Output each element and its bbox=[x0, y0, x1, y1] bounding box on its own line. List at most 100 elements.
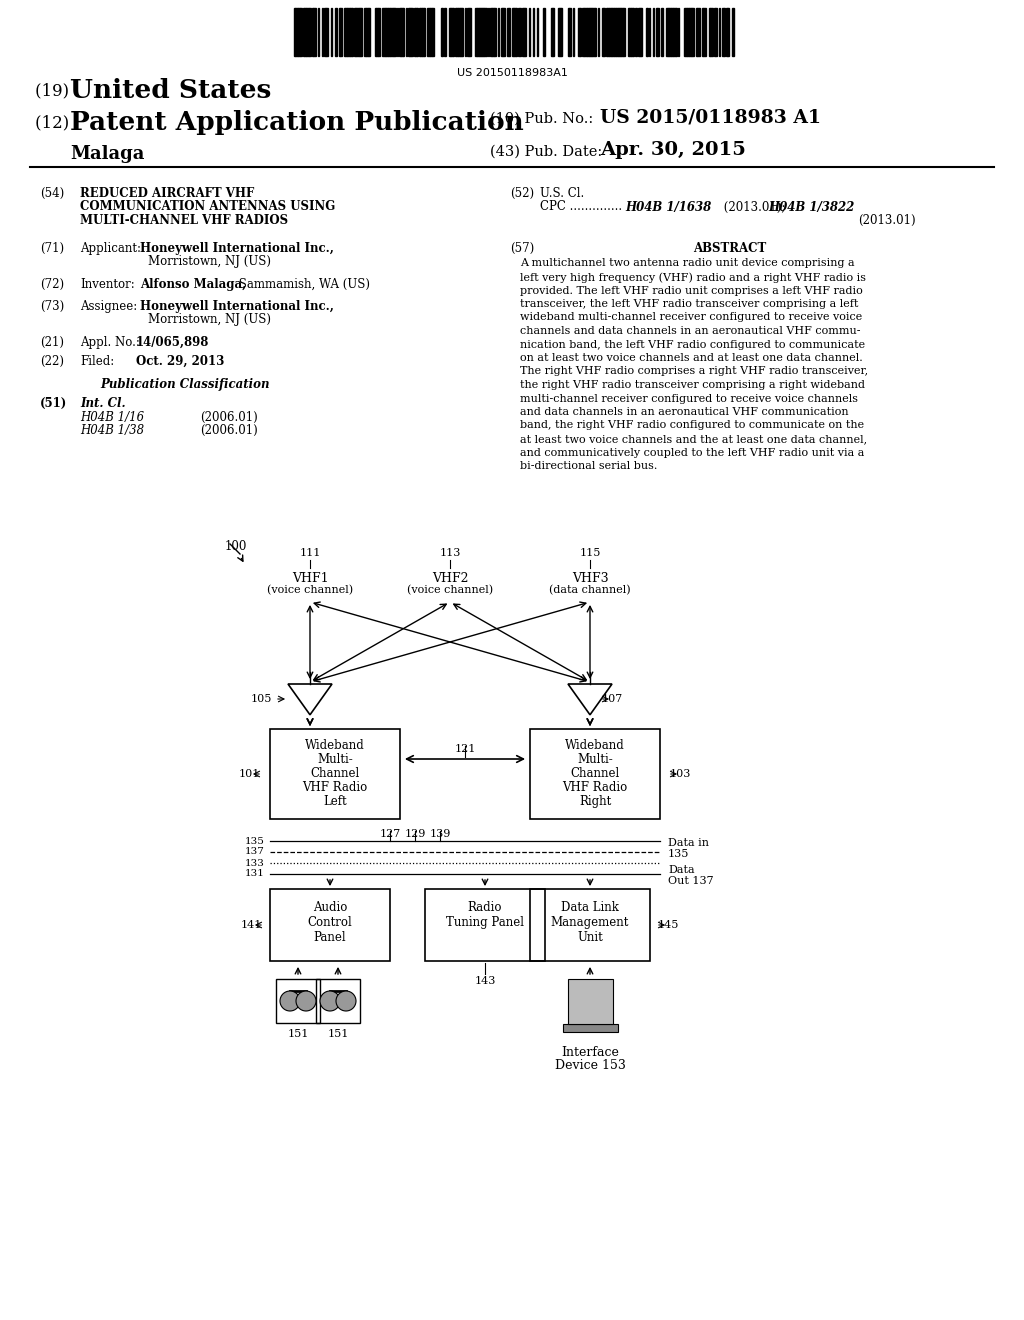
Bar bbox=[382, 8, 385, 55]
Text: Morristown, NJ (US): Morristown, NJ (US) bbox=[148, 256, 271, 268]
Text: Out 137: Out 137 bbox=[668, 876, 714, 886]
Bar bbox=[364, 8, 366, 55]
Bar bbox=[689, 8, 691, 55]
Text: and communicatively coupled to the left VHF radio unit via a: and communicatively coupled to the left … bbox=[520, 447, 864, 458]
Bar bbox=[422, 8, 424, 55]
Bar bbox=[631, 8, 633, 55]
Text: Data Link: Data Link bbox=[561, 902, 618, 913]
Text: the right VHF radio transceiver comprising a right wideband: the right VHF radio transceiver comprisi… bbox=[520, 380, 865, 389]
Bar bbox=[345, 8, 347, 55]
Text: Patent Application Publication: Patent Application Publication bbox=[70, 110, 523, 135]
Text: H04B 1/38: H04B 1/38 bbox=[80, 424, 144, 437]
Text: 135: 135 bbox=[668, 849, 689, 859]
Bar bbox=[592, 8, 595, 55]
Text: 111: 111 bbox=[299, 548, 321, 558]
Text: Assignee:: Assignee: bbox=[80, 300, 137, 313]
Text: Inventor:: Inventor: bbox=[80, 279, 135, 290]
Text: VHF Radio: VHF Radio bbox=[562, 781, 628, 795]
Text: Device 153: Device 153 bbox=[555, 1059, 626, 1072]
Bar bbox=[616, 8, 618, 55]
Bar bbox=[411, 8, 413, 55]
Text: wideband multi-channel receiver configured to receive voice: wideband multi-channel receiver configur… bbox=[520, 313, 862, 322]
Bar bbox=[722, 8, 724, 55]
Text: (72): (72) bbox=[40, 279, 65, 290]
Text: (21): (21) bbox=[40, 337, 63, 348]
Text: (57): (57) bbox=[510, 242, 535, 255]
Bar bbox=[394, 8, 396, 55]
Bar bbox=[715, 8, 717, 55]
Text: VHF1: VHF1 bbox=[292, 572, 329, 585]
Bar bbox=[584, 8, 587, 55]
Text: 127: 127 bbox=[379, 829, 400, 840]
Text: multi-channel receiver configured to receive voice channels: multi-channel receiver configured to rec… bbox=[520, 393, 858, 404]
Text: REDUCED AIRCRAFT VHF: REDUCED AIRCRAFT VHF bbox=[80, 187, 254, 201]
Text: Honeywell International Inc.,: Honeywell International Inc., bbox=[140, 242, 334, 255]
Text: (51): (51) bbox=[40, 397, 68, 411]
Circle shape bbox=[280, 991, 300, 1011]
Bar bbox=[578, 8, 580, 55]
Bar bbox=[444, 8, 446, 55]
Text: Apr. 30, 2015: Apr. 30, 2015 bbox=[600, 141, 745, 158]
Text: VHF Radio: VHF Radio bbox=[302, 781, 368, 795]
Text: Morristown, NJ (US): Morristown, NJ (US) bbox=[148, 314, 271, 326]
Text: 143: 143 bbox=[474, 975, 496, 986]
Bar bbox=[432, 8, 434, 55]
Text: (54): (54) bbox=[40, 187, 65, 201]
Bar bbox=[356, 8, 359, 55]
Text: Audio: Audio bbox=[312, 902, 347, 913]
Text: (10) Pub. No.:: (10) Pub. No.: bbox=[490, 112, 593, 125]
Bar bbox=[492, 8, 494, 55]
Bar bbox=[666, 8, 668, 55]
Bar bbox=[569, 8, 571, 55]
Text: Unit: Unit bbox=[578, 931, 603, 944]
Text: band, the right VHF radio configured to communicate on the: band, the right VHF radio configured to … bbox=[520, 421, 864, 430]
Text: 141: 141 bbox=[241, 920, 262, 931]
Bar bbox=[430, 8, 432, 55]
Text: (52): (52) bbox=[510, 187, 535, 201]
Bar bbox=[306, 8, 309, 55]
Text: Wideband: Wideband bbox=[305, 739, 365, 752]
Text: 133: 133 bbox=[245, 858, 265, 867]
Bar bbox=[458, 8, 460, 55]
Bar bbox=[629, 8, 631, 55]
Text: Applicant:: Applicant: bbox=[80, 242, 141, 255]
Text: 129: 129 bbox=[404, 829, 426, 840]
Text: (2013.01);: (2013.01); bbox=[720, 201, 790, 214]
Bar bbox=[477, 8, 479, 55]
Text: Left: Left bbox=[324, 795, 347, 808]
Circle shape bbox=[336, 991, 356, 1011]
Text: 137: 137 bbox=[245, 847, 265, 857]
Text: provided. The left VHF radio unit comprises a left VHF radio: provided. The left VHF radio unit compri… bbox=[520, 285, 863, 296]
Bar bbox=[494, 8, 496, 55]
Text: A multichannel two antenna radio unit device comprising a: A multichannel two antenna radio unit de… bbox=[520, 259, 855, 268]
Bar bbox=[399, 8, 401, 55]
Bar bbox=[386, 8, 388, 55]
Text: 139: 139 bbox=[429, 829, 451, 840]
Text: 121: 121 bbox=[455, 744, 476, 754]
Bar bbox=[427, 8, 430, 55]
Text: Alfonso Malaga,: Alfonso Malaga, bbox=[140, 279, 246, 290]
FancyBboxPatch shape bbox=[567, 979, 612, 1024]
Bar bbox=[657, 8, 659, 55]
Bar bbox=[582, 8, 584, 55]
Bar bbox=[703, 8, 706, 55]
Text: and data channels in an aeronautical VHF communication: and data channels in an aeronautical VHF… bbox=[520, 407, 849, 417]
Bar bbox=[467, 8, 469, 55]
Bar bbox=[326, 8, 328, 55]
Bar bbox=[490, 8, 492, 55]
Text: (22): (22) bbox=[40, 355, 63, 368]
Text: (73): (73) bbox=[40, 300, 65, 313]
Bar bbox=[607, 8, 609, 55]
Text: U.S. Cl.: U.S. Cl. bbox=[540, 187, 585, 201]
Text: (12): (12) bbox=[35, 114, 75, 131]
Bar bbox=[401, 8, 403, 55]
Text: 107: 107 bbox=[602, 694, 624, 704]
Text: Data in: Data in bbox=[668, 838, 709, 847]
Text: 100: 100 bbox=[225, 540, 248, 553]
Bar bbox=[340, 8, 342, 55]
Text: left very high frequency (VHF) radio and a right VHF radio is: left very high frequency (VHF) radio and… bbox=[520, 272, 866, 282]
Text: Channel: Channel bbox=[570, 767, 620, 780]
Text: 151: 151 bbox=[288, 1030, 308, 1039]
Text: Malaga: Malaga bbox=[70, 145, 144, 162]
Text: 113: 113 bbox=[439, 548, 461, 558]
